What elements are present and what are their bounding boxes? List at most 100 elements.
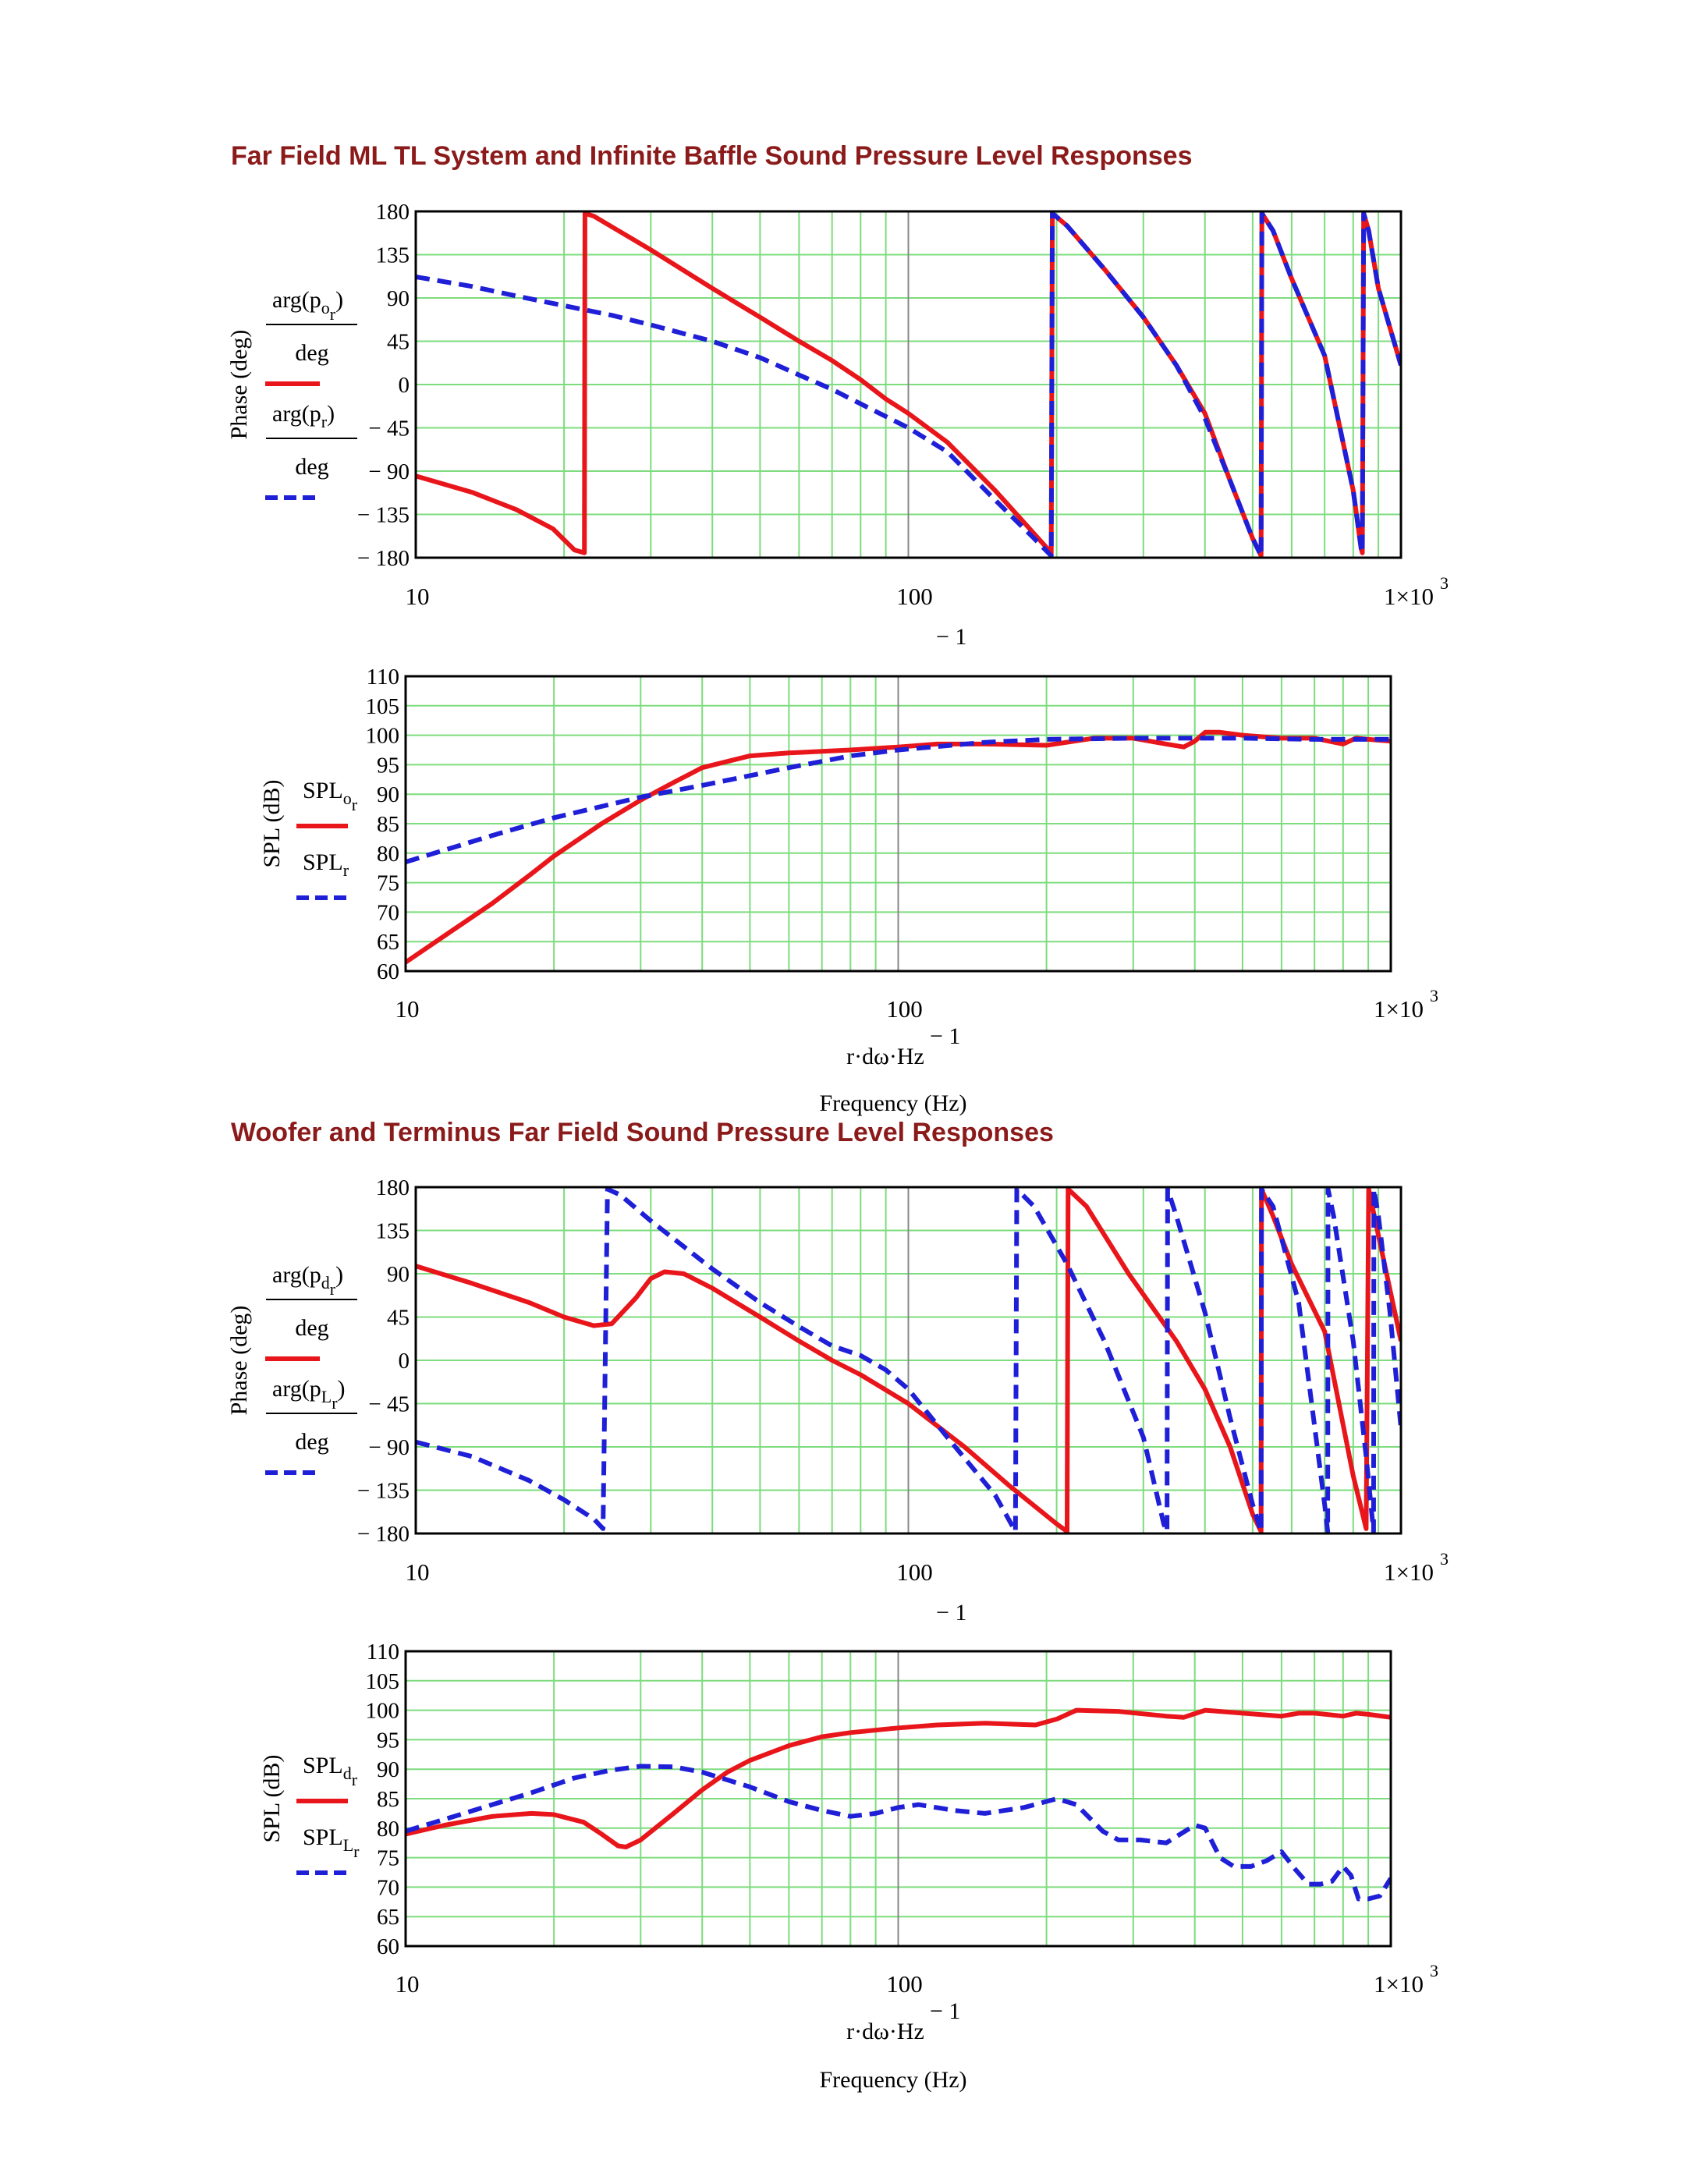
x-tick-label: 10 bbox=[406, 583, 430, 610]
series-SPL_or bbox=[406, 729, 1391, 965]
y-tick-label: 100 bbox=[366, 724, 400, 749]
y-tick-label: 110 bbox=[367, 665, 399, 690]
legend-numerator: arg(pdr) bbox=[272, 1262, 343, 1299]
y-axis-label: Phase (deg) bbox=[226, 1306, 252, 1416]
y-tick-label: − 135 bbox=[357, 1479, 410, 1504]
series-arg_pLr bbox=[416, 1187, 1401, 1533]
y-tick-label: 105 bbox=[366, 694, 400, 719]
y-tick-label: 90 bbox=[377, 782, 399, 807]
y-tick-label: 65 bbox=[377, 1905, 399, 1930]
legend-numerator: arg(pLr) bbox=[272, 1376, 346, 1413]
x-axis-label-partial: − 1 bbox=[936, 624, 966, 650]
y-tick-label: − 45 bbox=[368, 1392, 410, 1417]
plot-frame bbox=[414, 1186, 1403, 1535]
legend-denominator: deg bbox=[295, 454, 328, 480]
y-tick-label: 45 bbox=[387, 1306, 410, 1331]
x-tick-label: 1×10 bbox=[1384, 1558, 1434, 1586]
y-tick-label: 100 bbox=[366, 1699, 400, 1724]
x-axis-label: r·dω·Hz bbox=[846, 1044, 924, 1069]
legend-label: SPLr bbox=[303, 849, 349, 880]
x-axis-label-2: Frequency (Hz) bbox=[819, 1090, 966, 1116]
series-group bbox=[406, 729, 1391, 965]
y-tick-label: 0 bbox=[399, 373, 410, 398]
y-tick-label: 135 bbox=[376, 243, 410, 268]
y-axis-label: SPL (dB) bbox=[259, 1754, 285, 1842]
x-tick-label: 10 bbox=[395, 1970, 420, 1998]
legend: SPLor SPLr bbox=[296, 778, 358, 900]
x-tick-label: 100 bbox=[896, 583, 933, 610]
legend-numerator: arg(por) bbox=[272, 287, 343, 324]
series-group bbox=[416, 211, 1401, 558]
legend-numerator: arg(pr) bbox=[272, 401, 335, 431]
x-tick-label: 1×10 bbox=[1374, 995, 1424, 1023]
phase-chart-woofer-terminus: 180 135 90 45 0 − 45 − 90 − 135 − 180 10 100 1×10 3 P… bbox=[226, 1175, 1449, 1626]
phase-chart-system: 180 135 90 45 0 − 45 − 90 − 135 − 180 10 100 1×10 3 P… bbox=[226, 200, 1449, 650]
series-group bbox=[406, 1707, 1391, 1902]
y-tick-label: − 180 bbox=[357, 1522, 410, 1547]
y-tick-label: 80 bbox=[377, 1817, 399, 1842]
y-tick-label: 110 bbox=[367, 1640, 399, 1665]
y-tick-label: 85 bbox=[377, 1787, 399, 1812]
series-group bbox=[416, 1187, 1401, 1533]
y-tick-label: 90 bbox=[387, 286, 410, 311]
legend-denominator: deg bbox=[295, 1315, 328, 1341]
y-tick-label: − 135 bbox=[357, 503, 410, 528]
series-arg_pr bbox=[416, 211, 1401, 558]
legend: arg(por) deg arg(pr) deg bbox=[265, 287, 357, 500]
x-tick-exponent: 3 bbox=[1440, 1549, 1449, 1569]
x-tick-label: 1×10 bbox=[1374, 1970, 1424, 1998]
y-tick-label: 85 bbox=[377, 812, 399, 837]
series-SPL_dr bbox=[406, 1707, 1391, 1849]
grid bbox=[406, 675, 1391, 972]
y-tick-label: 70 bbox=[377, 900, 399, 925]
x-tick-label: 100 bbox=[896, 1558, 933, 1586]
legend: arg(pdr) deg arg(pLr) deg bbox=[265, 1262, 357, 1475]
grid bbox=[416, 1186, 1401, 1534]
y-tick-label: 60 bbox=[377, 959, 399, 984]
y-tick-label: 75 bbox=[377, 1846, 399, 1871]
y-tick-label: 95 bbox=[377, 753, 399, 778]
y-tick-label: 95 bbox=[377, 1728, 399, 1753]
x-axis-label-exponent: − 1 bbox=[930, 1998, 960, 2024]
y-tick-label: 180 bbox=[376, 200, 410, 225]
y-tick-label: 135 bbox=[376, 1219, 410, 1244]
y-tick-label: 105 bbox=[366, 1669, 400, 1694]
x-tick-label: 10 bbox=[406, 1558, 430, 1586]
y-tick-label: 60 bbox=[377, 1934, 399, 1959]
spl-chart-woofer-terminus: 110 105 100 95 90 85 80 75 70 65 60 10 100 1×10 3 SPL (… bbox=[259, 1640, 1438, 2093]
y-tick-label: 90 bbox=[387, 1262, 410, 1287]
plot-frame bbox=[404, 675, 1392, 973]
legend-denominator: deg bbox=[295, 1429, 328, 1455]
y-axis-label: SPL (dB) bbox=[259, 779, 285, 867]
x-axis-label-2: Frequency (Hz) bbox=[819, 2067, 966, 2093]
section-title-1: Far Field ML TL System and Infinite Baff… bbox=[231, 141, 1193, 171]
y-tick-label: 45 bbox=[387, 330, 410, 355]
y-tick-label: 90 bbox=[377, 1757, 399, 1782]
legend: SPLdr SPLLr bbox=[296, 1753, 360, 1875]
plot-frame bbox=[404, 1650, 1392, 1948]
y-tick-label: 80 bbox=[377, 842, 399, 867]
y-tick-label: 70 bbox=[377, 1875, 399, 1900]
legend-denominator: deg bbox=[295, 340, 328, 366]
y-axis-label: Phase (deg) bbox=[226, 330, 252, 440]
x-axis-label-partial: − 1 bbox=[936, 1600, 966, 1626]
x-axis-label-exponent: − 1 bbox=[930, 1023, 960, 1049]
series-SPL_Lr bbox=[406, 1764, 1391, 1902]
y-tick-label: − 45 bbox=[368, 417, 410, 441]
section-title-2: Woofer and Terminus Far Field Sound Pres… bbox=[231, 1118, 1054, 1147]
y-tick-label: 0 bbox=[399, 1349, 410, 1374]
legend-label: SPLor bbox=[303, 778, 358, 814]
x-tick-exponent: 3 bbox=[1430, 986, 1438, 1005]
legend-label: SPLLr bbox=[303, 1824, 360, 1861]
series-arg_pdr bbox=[416, 1187, 1401, 1533]
x-tick-label: 1×10 bbox=[1384, 583, 1434, 610]
x-tick-label: 100 bbox=[886, 995, 923, 1023]
x-axis-label: r·dω·Hz bbox=[846, 2019, 924, 2044]
y-tick-label: 65 bbox=[377, 930, 399, 955]
grid bbox=[406, 1650, 1391, 1947]
y-tick-label: 180 bbox=[376, 1175, 410, 1200]
x-tick-label: 10 bbox=[395, 995, 420, 1023]
x-tick-exponent: 3 bbox=[1430, 1961, 1438, 1980]
x-tick-exponent: 3 bbox=[1440, 573, 1449, 593]
